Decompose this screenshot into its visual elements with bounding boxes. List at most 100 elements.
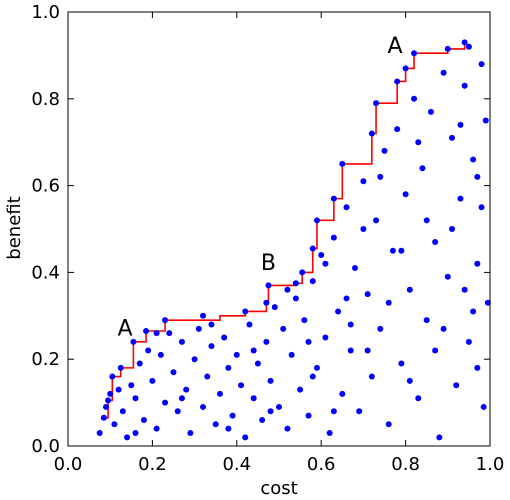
data-point xyxy=(292,295,299,302)
annotation-label: A xyxy=(388,34,403,59)
data-point xyxy=(330,234,337,241)
data-point xyxy=(267,377,274,384)
data-point xyxy=(119,408,126,415)
x-axis-label: cost xyxy=(260,478,297,499)
data-point xyxy=(233,351,240,358)
data-point xyxy=(250,347,257,354)
data-point xyxy=(178,338,185,345)
data-point xyxy=(162,399,169,406)
data-point xyxy=(415,139,422,146)
annotation-label: A xyxy=(117,316,132,341)
data-point xyxy=(411,50,418,57)
data-point xyxy=(208,343,215,350)
data-point xyxy=(284,425,291,432)
data-point xyxy=(145,347,152,354)
data-point xyxy=(225,425,232,432)
data-point xyxy=(309,278,316,285)
data-point xyxy=(265,282,272,289)
data-point xyxy=(480,403,487,410)
data-point xyxy=(221,334,228,341)
data-point xyxy=(178,395,185,402)
data-point xyxy=(111,421,118,428)
data-point xyxy=(292,280,299,287)
data-point xyxy=(449,134,456,141)
data-point xyxy=(402,65,409,72)
data-point xyxy=(339,390,346,397)
data-point xyxy=(432,239,439,246)
data-point xyxy=(478,61,485,68)
data-point xyxy=(208,321,215,328)
data-point xyxy=(373,100,380,107)
data-point xyxy=(457,121,464,128)
data-point xyxy=(229,412,236,419)
data-point xyxy=(474,364,481,371)
data-point xyxy=(444,273,451,280)
data-point xyxy=(115,386,122,393)
data-point xyxy=(347,321,354,328)
data-point xyxy=(242,434,249,441)
data-point xyxy=(373,217,380,224)
data-point xyxy=(419,165,426,172)
data-point xyxy=(132,395,139,402)
data-point xyxy=(368,373,375,380)
data-point xyxy=(191,356,198,363)
y-tick-label: 1.0 xyxy=(31,2,60,23)
data-point xyxy=(330,408,337,415)
data-point xyxy=(398,360,405,367)
data-point xyxy=(107,390,114,397)
x-tick-label: 0.0 xyxy=(54,454,83,475)
data-point xyxy=(343,295,350,302)
data-point xyxy=(377,325,384,332)
data-point xyxy=(297,386,304,393)
data-point xyxy=(246,321,253,328)
data-point xyxy=(364,291,371,298)
data-point xyxy=(465,338,472,345)
data-point xyxy=(102,403,109,410)
data-point xyxy=(478,204,485,211)
data-point xyxy=(330,195,337,202)
data-point xyxy=(482,117,489,124)
data-point xyxy=(183,386,190,393)
data-point xyxy=(242,308,249,315)
data-point xyxy=(162,317,169,324)
data-point xyxy=(368,130,375,137)
data-point xyxy=(157,351,164,358)
data-point xyxy=(449,226,456,232)
data-point xyxy=(200,312,207,319)
x-tick-label: 0.6 xyxy=(307,454,336,475)
data-point xyxy=(153,425,160,432)
data-point xyxy=(96,429,103,436)
data-point xyxy=(117,364,124,371)
data-point xyxy=(385,299,392,306)
data-point xyxy=(200,403,207,410)
data-point xyxy=(267,408,274,415)
data-point xyxy=(335,308,342,315)
data-point xyxy=(432,347,439,354)
data-point xyxy=(140,416,147,423)
data-point xyxy=(284,286,291,293)
data-point xyxy=(143,327,150,334)
x-tick-label: 0.4 xyxy=(222,454,251,475)
data-point xyxy=(402,191,409,198)
y-tick-label: 0.6 xyxy=(31,176,60,197)
data-point xyxy=(313,217,320,224)
data-point xyxy=(204,373,211,380)
data-point xyxy=(318,252,325,259)
data-point xyxy=(105,397,112,404)
y-axis-label: benefit xyxy=(4,196,25,259)
x-tick-label: 0.8 xyxy=(391,454,420,475)
data-point xyxy=(326,429,333,436)
data-point xyxy=(259,416,266,423)
annotation-label: B xyxy=(261,251,276,276)
data-point xyxy=(381,147,388,154)
data-point xyxy=(411,95,418,102)
data-point xyxy=(474,260,481,267)
data-point xyxy=(153,330,160,337)
y-tick-label: 0.4 xyxy=(31,262,60,283)
data-point xyxy=(436,434,443,441)
data-point xyxy=(440,69,447,76)
data-point xyxy=(280,325,287,332)
data-point xyxy=(187,429,194,436)
data-point xyxy=(322,260,329,267)
